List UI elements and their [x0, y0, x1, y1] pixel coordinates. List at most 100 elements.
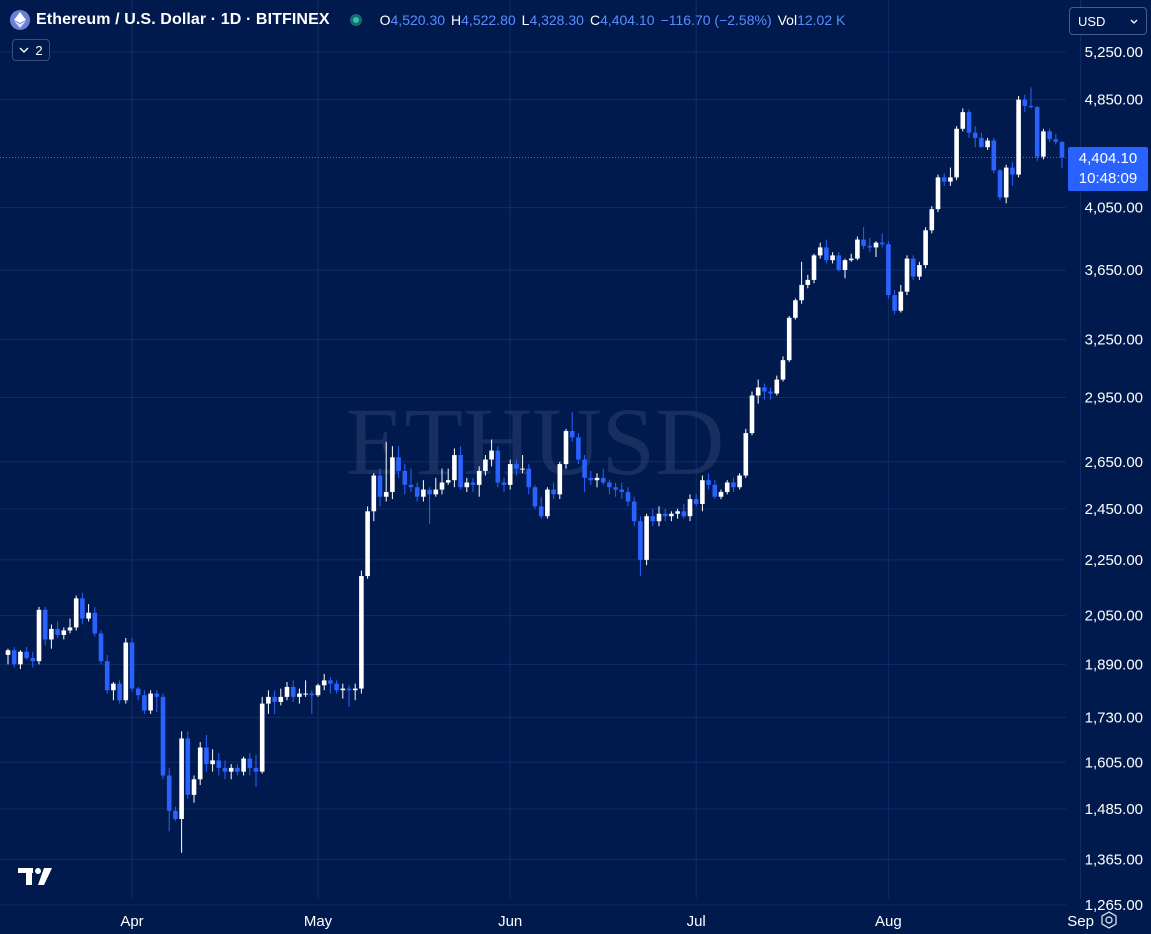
candle-body	[340, 688, 346, 691]
candle	[625, 487, 631, 507]
candle	[898, 284, 904, 313]
candle	[18, 650, 23, 670]
time-tick-label: Jul	[687, 913, 706, 930]
candle	[11, 647, 17, 668]
candle-body	[452, 455, 457, 481]
candle-body	[700, 480, 705, 504]
candle-body	[495, 450, 501, 483]
candle-body	[774, 379, 780, 394]
candle-body	[272, 696, 277, 702]
candle	[867, 238, 873, 253]
tradingview-logo-icon[interactable]	[18, 864, 56, 891]
candle	[421, 480, 426, 502]
symbol-title[interactable]: Ethereum / U.S. Dollar · 1D · BITFINEX	[36, 11, 330, 28]
candle	[98, 630, 104, 665]
candle	[545, 487, 550, 519]
candle	[235, 764, 240, 776]
low-label: L	[521, 12, 530, 28]
candle-body	[836, 255, 842, 270]
candle	[377, 468, 383, 507]
price-tick-label: 2,650.00	[1085, 454, 1143, 471]
candle	[359, 570, 364, 694]
candle	[179, 731, 184, 853]
candle-body	[861, 239, 866, 246]
chevron-down-icon	[19, 47, 29, 53]
candle	[1010, 162, 1015, 186]
candle-body	[526, 468, 532, 488]
candle-body	[222, 767, 228, 772]
candle-body	[693, 499, 699, 504]
candle	[483, 455, 488, 476]
candle-body	[489, 450, 494, 460]
candle	[210, 749, 215, 772]
candle-body	[433, 489, 439, 495]
candle	[297, 688, 302, 704]
candle-body	[290, 686, 296, 697]
candle-body	[55, 628, 60, 635]
candle	[985, 137, 990, 150]
candle-body	[712, 484, 718, 497]
candle-body	[321, 680, 327, 686]
candle-body	[235, 767, 240, 772]
candle-body	[228, 767, 234, 772]
candle	[830, 252, 835, 264]
close-value: 4,404.10	[600, 12, 655, 28]
candle-body	[830, 255, 835, 261]
candle	[656, 506, 662, 527]
settings-icon[interactable]	[1100, 911, 1118, 934]
candle-body	[507, 464, 513, 485]
price-tick-label: 2,050.00	[1085, 608, 1143, 625]
candle	[600, 468, 606, 485]
candle	[824, 239, 829, 264]
candle-body	[104, 661, 110, 691]
candle	[675, 508, 680, 519]
candle	[576, 433, 581, 465]
candle	[135, 686, 141, 701]
candle-body	[204, 747, 209, 765]
candle-body	[334, 683, 339, 691]
candle	[805, 274, 811, 289]
candle	[935, 174, 941, 213]
candle-body	[935, 177, 941, 210]
candle	[929, 206, 935, 234]
candle	[104, 654, 110, 694]
candle-body	[669, 513, 674, 517]
candle	[222, 760, 228, 780]
candle	[328, 677, 333, 694]
candle-body	[371, 475, 377, 512]
candle-body	[92, 612, 98, 634]
candle	[879, 233, 885, 248]
candle	[594, 473, 600, 488]
price-axis[interactable]: 5,250.00 4,850.00 4,050.00 3,650.00 3,250.00…	[1085, 44, 1143, 914]
indicators-collapse-button[interactable]: 2	[12, 39, 50, 61]
candle	[365, 506, 370, 579]
candle-body	[892, 295, 897, 311]
high-label: H	[451, 12, 462, 28]
candle-body	[724, 482, 730, 492]
candle-body	[179, 738, 184, 819]
candle-body	[762, 387, 767, 392]
candle	[61, 627, 67, 640]
candle-body	[197, 747, 203, 780]
candle-body	[278, 696, 284, 702]
candle	[266, 690, 271, 714]
close-label: C	[589, 12, 601, 28]
candle	[390, 446, 395, 500]
candle-body	[111, 683, 116, 691]
candle-body	[266, 696, 271, 704]
currency-select[interactable]: USD	[1069, 7, 1147, 35]
candle	[501, 477, 507, 492]
candle-body	[805, 279, 811, 285]
candle-body	[817, 247, 823, 256]
currency-value: USD	[1078, 13, 1106, 29]
candle	[811, 253, 817, 284]
candle	[303, 680, 308, 697]
candle	[557, 461, 563, 500]
low-value: 4,328.30	[529, 12, 584, 28]
last-price-value: 4,404.10	[1078, 150, 1138, 167]
time-axis[interactable]: Apr May Jun Jul Aug Sep	[120, 913, 1094, 930]
candle	[836, 252, 842, 272]
candle-body	[408, 484, 414, 488]
candle-body	[476, 470, 482, 485]
